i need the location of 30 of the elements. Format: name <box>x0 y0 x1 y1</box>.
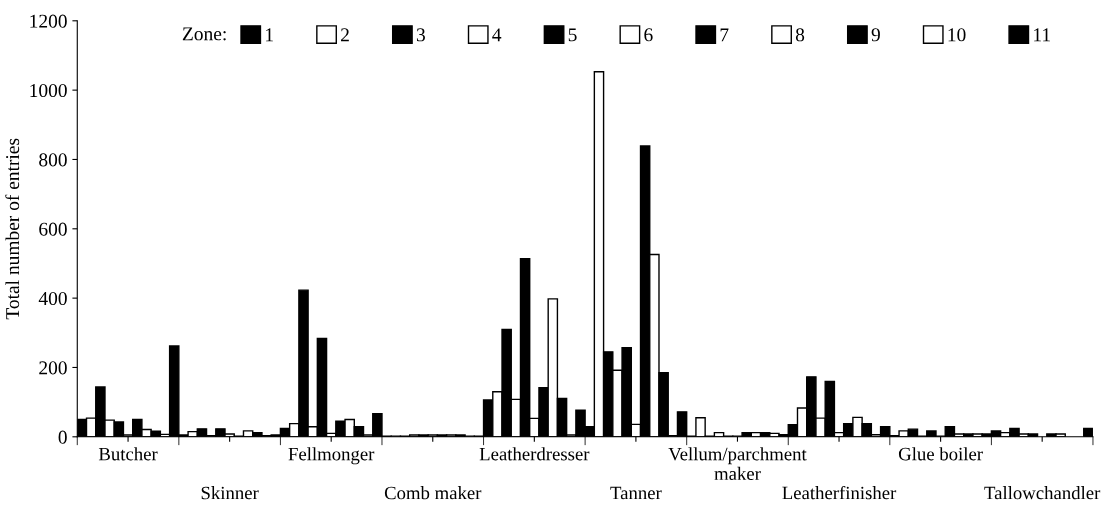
y-tick-label: 0 <box>58 430 67 444</box>
x-tick-label: Leatherfinisher <box>782 485 897 500</box>
x-tick-label: Leatherdresser <box>479 447 590 461</box>
legend-label: 3 <box>416 28 425 42</box>
y-tick-label: 600 <box>39 222 67 236</box>
legend-title: Zone: <box>182 27 226 41</box>
legend-label: 4 <box>492 28 502 42</box>
legend-label: 2 <box>341 28 349 42</box>
x-tick-label: Glue boiler <box>898 447 983 461</box>
legend-label: 7 <box>720 28 729 42</box>
y-tick-label: 1200 <box>30 14 67 28</box>
x-tick-label: Vellum/parchment maker <box>668 447 807 481</box>
legend-label: 5 <box>568 28 577 42</box>
x-tick-label: Skinner <box>201 486 259 500</box>
x-tick-label: Tallowchandler <box>984 486 1101 500</box>
legend-label: 1 <box>266 28 273 42</box>
x-tick-label: Fellmonger <box>288 447 375 465</box>
legend-label: 11 <box>1034 28 1050 42</box>
y-tick-label: 200 <box>39 361 67 375</box>
x-tick-label: Butcher <box>98 447 158 461</box>
legend-label: 10 <box>948 28 966 42</box>
y-tick-label: 1000 <box>30 83 67 98</box>
x-tick-label: Tanner <box>610 486 662 500</box>
legend-label: 8 <box>795 28 805 42</box>
legend-label: 9 <box>871 28 880 42</box>
x-tick-label: Comb maker <box>384 486 482 500</box>
y-tick-label: 800 <box>39 153 67 167</box>
legend-label: 6 <box>644 28 653 42</box>
y-axis-title: Total number of entries <box>5 138 20 320</box>
y-tick-label: 400 <box>38 291 67 306</box>
